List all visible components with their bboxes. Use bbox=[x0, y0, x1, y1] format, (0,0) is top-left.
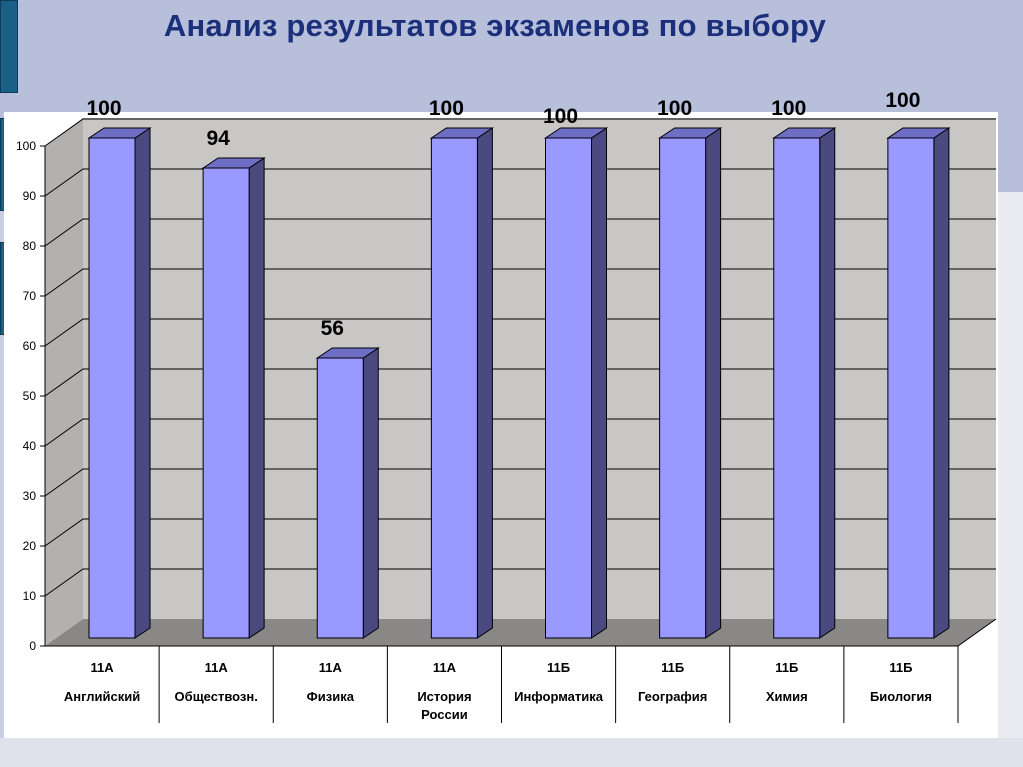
data-label: 94 bbox=[206, 127, 230, 150]
bar-side bbox=[819, 127, 836, 639]
x-tick-label-subject: Химия bbox=[766, 689, 808, 704]
y-tick-label: 90 bbox=[23, 189, 37, 203]
x-tick-label-class: 11Б bbox=[547, 660, 570, 675]
bar-side bbox=[362, 347, 379, 639]
bar-side bbox=[134, 127, 151, 639]
data-label: 100 bbox=[543, 105, 578, 128]
y-tick-label: 50 bbox=[23, 389, 37, 403]
x-tick-label-subject: История bbox=[417, 689, 471, 704]
bar-side bbox=[591, 127, 607, 639]
accent-bar bbox=[0, 0, 18, 93]
x-tick-label-class: 11А bbox=[433, 660, 457, 675]
x-tick-label-class: 11Б bbox=[661, 660, 684, 675]
data-label: 100 bbox=[771, 97, 806, 120]
y-tick-label: 40 bbox=[23, 439, 37, 453]
bar bbox=[659, 137, 707, 639]
chart-floor bbox=[45, 619, 996, 646]
bar bbox=[887, 137, 935, 639]
data-label: 56 bbox=[321, 317, 344, 340]
bar-side bbox=[476, 127, 493, 639]
data-label: 100 bbox=[86, 97, 121, 120]
x-tick-label-class: 11А bbox=[319, 660, 343, 675]
bar-side bbox=[705, 127, 722, 639]
y-tick-label: 20 bbox=[23, 539, 37, 553]
bar bbox=[430, 137, 478, 639]
data-label: 100 bbox=[657, 97, 692, 120]
x-tick-label-subject: Английский bbox=[64, 689, 140, 704]
x-tick-label-subject: Биология bbox=[870, 689, 932, 704]
bar bbox=[316, 357, 364, 639]
x-tick-label-subject: Физика bbox=[307, 689, 355, 704]
bar bbox=[545, 137, 592, 639]
bar-side bbox=[933, 127, 950, 639]
x-tick-label-subject: Информатика bbox=[514, 689, 604, 704]
slide-background-bottom bbox=[0, 738, 1023, 767]
y-tick-label: 80 bbox=[23, 239, 37, 253]
data-label: 100 bbox=[429, 97, 464, 120]
bar bbox=[88, 137, 136, 639]
y-tick-label: 60 bbox=[23, 339, 37, 353]
bar-side bbox=[248, 157, 265, 639]
x-tick-label-class: 11А bbox=[205, 660, 229, 675]
y-tick-label: 0 bbox=[29, 639, 36, 653]
y-tick-label: 70 bbox=[23, 289, 37, 303]
x-tick-label-class: 11Б bbox=[775, 660, 798, 675]
y-tick-label: 10 bbox=[23, 589, 37, 603]
bar bbox=[202, 167, 250, 639]
x-tick-label-class: 11А bbox=[90, 660, 114, 675]
y-tick-label: 100 bbox=[16, 139, 36, 153]
x-tick-label-class: 11Б bbox=[889, 660, 912, 675]
floor-edge bbox=[957, 618, 997, 647]
x-tick-label-subject: Обществозн. bbox=[175, 689, 258, 704]
slide-title: Анализ результатов экзаменов по выбору bbox=[163, 8, 827, 43]
y-tick-label: 30 bbox=[23, 489, 37, 503]
gridline bbox=[44, 118, 996, 147]
data-label: 100 bbox=[885, 89, 920, 112]
x-tick-label-subject: География bbox=[638, 689, 707, 704]
bar bbox=[773, 137, 821, 639]
x-tick-label-subject: России bbox=[421, 707, 468, 722]
